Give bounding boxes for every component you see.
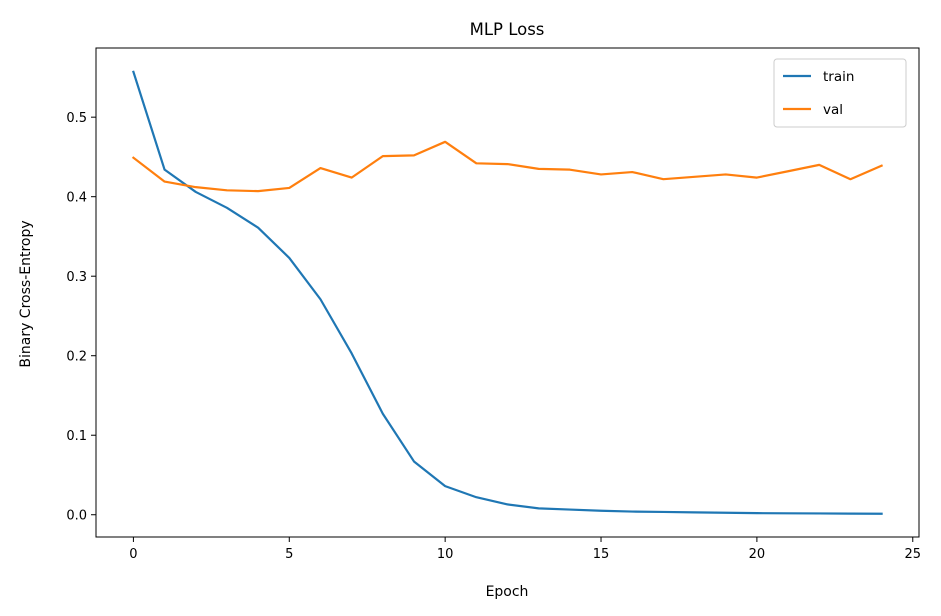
legend-label-val: val: [823, 102, 843, 118]
x-tick-label: 0: [129, 547, 137, 562]
x-axis: 0 5 10 15 20 25: [129, 537, 921, 562]
y-tick-label: 0.4: [66, 191, 87, 206]
x-tick-label: 25: [904, 547, 921, 562]
plot-frame: [95, 47, 920, 538]
legend-label-train: train: [823, 69, 854, 85]
y-axis-title: Binary Cross-Entropy: [18, 220, 34, 367]
y-tick-label: 0.5: [66, 111, 87, 126]
y-tick-label: 0.0: [66, 509, 87, 524]
series-line-train: [132, 70, 883, 515]
x-tick-label: 20: [749, 547, 766, 562]
x-tick-label: 10: [437, 547, 454, 562]
x-tick-label: 15: [593, 547, 610, 562]
y-axis: 0.0 0.1 0.2 0.3 0.4 0.5: [66, 111, 96, 524]
legend: train val: [773, 58, 907, 128]
y-tick-label: 0.1: [66, 429, 87, 444]
x-axis-title: Epoch: [486, 584, 529, 600]
series-line-val: [131, 140, 884, 193]
chart-title: MLP Loss: [470, 20, 545, 39]
x-tick-label: 5: [285, 547, 293, 562]
series-lines: [131, 70, 884, 515]
y-tick-label: 0.2: [66, 350, 87, 365]
y-tick-label: 0.3: [66, 270, 87, 285]
plot-area: [95, 47, 920, 538]
